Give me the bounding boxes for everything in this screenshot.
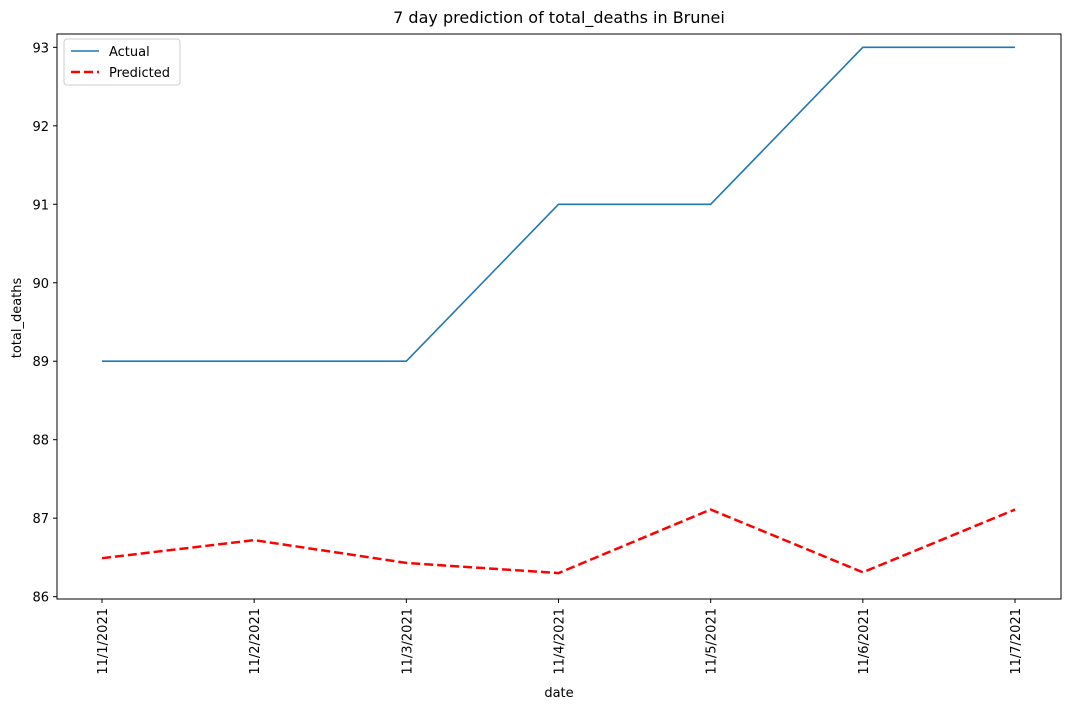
x-tick-label: 11/5/2021 [705,608,720,675]
y-tick-label: 90 [32,277,49,292]
y-tick-label: 88 [32,434,49,449]
x-tick-label: 11/7/2021 [1009,608,1024,675]
legend-label: Actual [109,45,150,60]
series-line-predicted [102,510,1015,574]
y-tick-label: 86 [32,591,49,606]
x-tick-label: 11/1/2021 [96,608,111,675]
legend-label: Predicted [109,66,170,81]
x-tick-label: 11/2/2021 [248,608,263,675]
chart-title: 7 day prediction of total_deaths in Brun… [393,8,725,28]
x-tick-label: 11/4/2021 [553,608,568,675]
y-tick-label: 93 [32,41,49,56]
y-tick-label: 91 [32,198,49,213]
y-tick-label: 92 [32,120,49,135]
x-axis-label: date [544,686,573,701]
x-tick-label: 11/3/2021 [400,608,415,675]
plot-area: 86 87 88 89 90 91 92 93 11/1/2021 11/2/2021 11/3/2… [32,34,1061,675]
y-tick-label: 89 [32,355,49,370]
y-tick-label: 87 [32,512,49,527]
y-axis-label: total_deaths [10,278,25,359]
plot-frame [57,34,1061,599]
x-tick-label: 11/6/2021 [857,608,872,675]
